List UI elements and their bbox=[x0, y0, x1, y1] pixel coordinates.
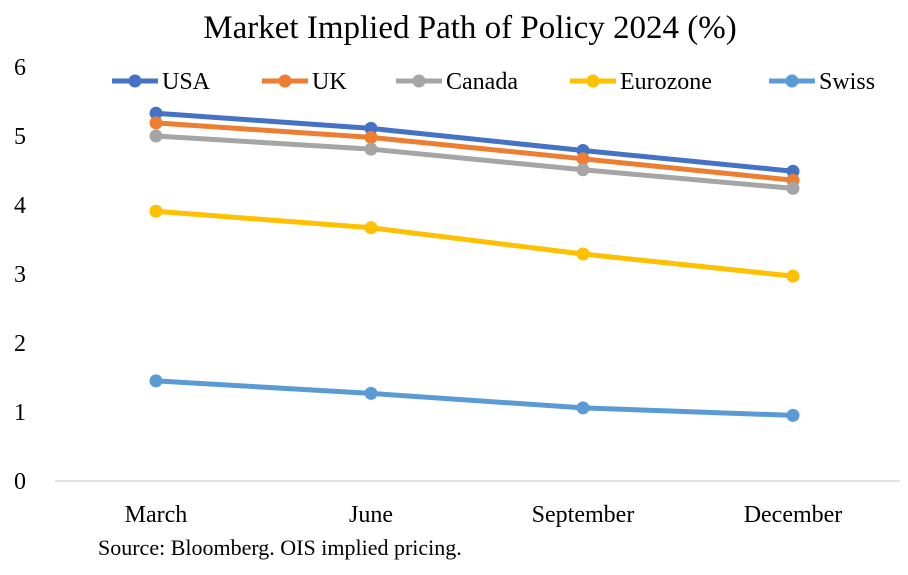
data-point bbox=[149, 204, 163, 218]
legend-item: Canada bbox=[396, 69, 518, 95]
y-tick-label: 0 bbox=[14, 469, 26, 495]
data-point bbox=[786, 269, 800, 283]
x-tick-label: September bbox=[532, 502, 635, 528]
y-tick-label: 6 bbox=[14, 55, 26, 81]
data-point bbox=[576, 247, 590, 261]
x-axis-ticks: March June September December bbox=[125, 502, 843, 528]
data-point bbox=[149, 374, 163, 388]
legend-item: UK bbox=[262, 69, 347, 95]
data-point bbox=[149, 106, 163, 120]
data-point bbox=[576, 152, 590, 166]
data-point bbox=[149, 116, 163, 130]
data-point bbox=[576, 163, 590, 177]
series-canada bbox=[149, 129, 800, 195]
legend-label: UK bbox=[312, 69, 347, 95]
series-uk bbox=[149, 116, 800, 187]
x-tick-label: June bbox=[349, 502, 393, 528]
data-point bbox=[364, 386, 378, 400]
data-point bbox=[786, 408, 800, 422]
legend-item: USA bbox=[112, 69, 211, 95]
series-line bbox=[153, 133, 796, 191]
series-line bbox=[153, 208, 796, 279]
legend-marker bbox=[128, 74, 142, 88]
legend-marker bbox=[586, 74, 600, 88]
legend-marker bbox=[785, 74, 799, 88]
series-line bbox=[153, 378, 796, 418]
data-point bbox=[786, 181, 800, 195]
legend-item: Eurozone bbox=[570, 69, 712, 95]
data-point bbox=[364, 221, 378, 235]
legend-marker bbox=[412, 74, 426, 88]
y-tick-label: 2 bbox=[14, 331, 26, 357]
legend: USA UK Canada Eurozone Swiss bbox=[112, 69, 875, 95]
legend-marker bbox=[278, 74, 292, 88]
legend-label: Eurozone bbox=[620, 69, 712, 95]
chart-title: Market Implied Path of Policy 2024 (%) bbox=[203, 10, 736, 46]
source-note: Source: Bloomberg. OIS implied pricing. bbox=[98, 535, 462, 560]
series-line bbox=[153, 110, 796, 174]
series-line bbox=[153, 120, 796, 183]
series-eurozone bbox=[149, 204, 800, 283]
data-point bbox=[786, 164, 800, 178]
y-tick-label: 5 bbox=[14, 124, 26, 150]
series-swiss bbox=[149, 374, 800, 422]
y-tick-label: 4 bbox=[14, 193, 26, 219]
legend-label: Canada bbox=[446, 69, 518, 95]
y-tick-label: 1 bbox=[14, 400, 26, 426]
legend-item: Swiss bbox=[769, 69, 875, 95]
x-tick-label: March bbox=[125, 502, 188, 528]
data-point bbox=[364, 142, 378, 156]
data-point bbox=[364, 130, 378, 144]
series-usa bbox=[149, 106, 800, 178]
y-axis-ticks: 0 1 2 3 4 5 6 bbox=[14, 55, 26, 495]
legend-label: Swiss bbox=[819, 69, 875, 95]
data-point bbox=[576, 401, 590, 415]
series-lines bbox=[149, 106, 800, 422]
legend-label: USA bbox=[162, 69, 211, 95]
data-point bbox=[364, 121, 378, 135]
y-tick-label: 3 bbox=[14, 262, 26, 288]
x-tick-label: December bbox=[744, 502, 843, 528]
data-point bbox=[149, 129, 163, 143]
